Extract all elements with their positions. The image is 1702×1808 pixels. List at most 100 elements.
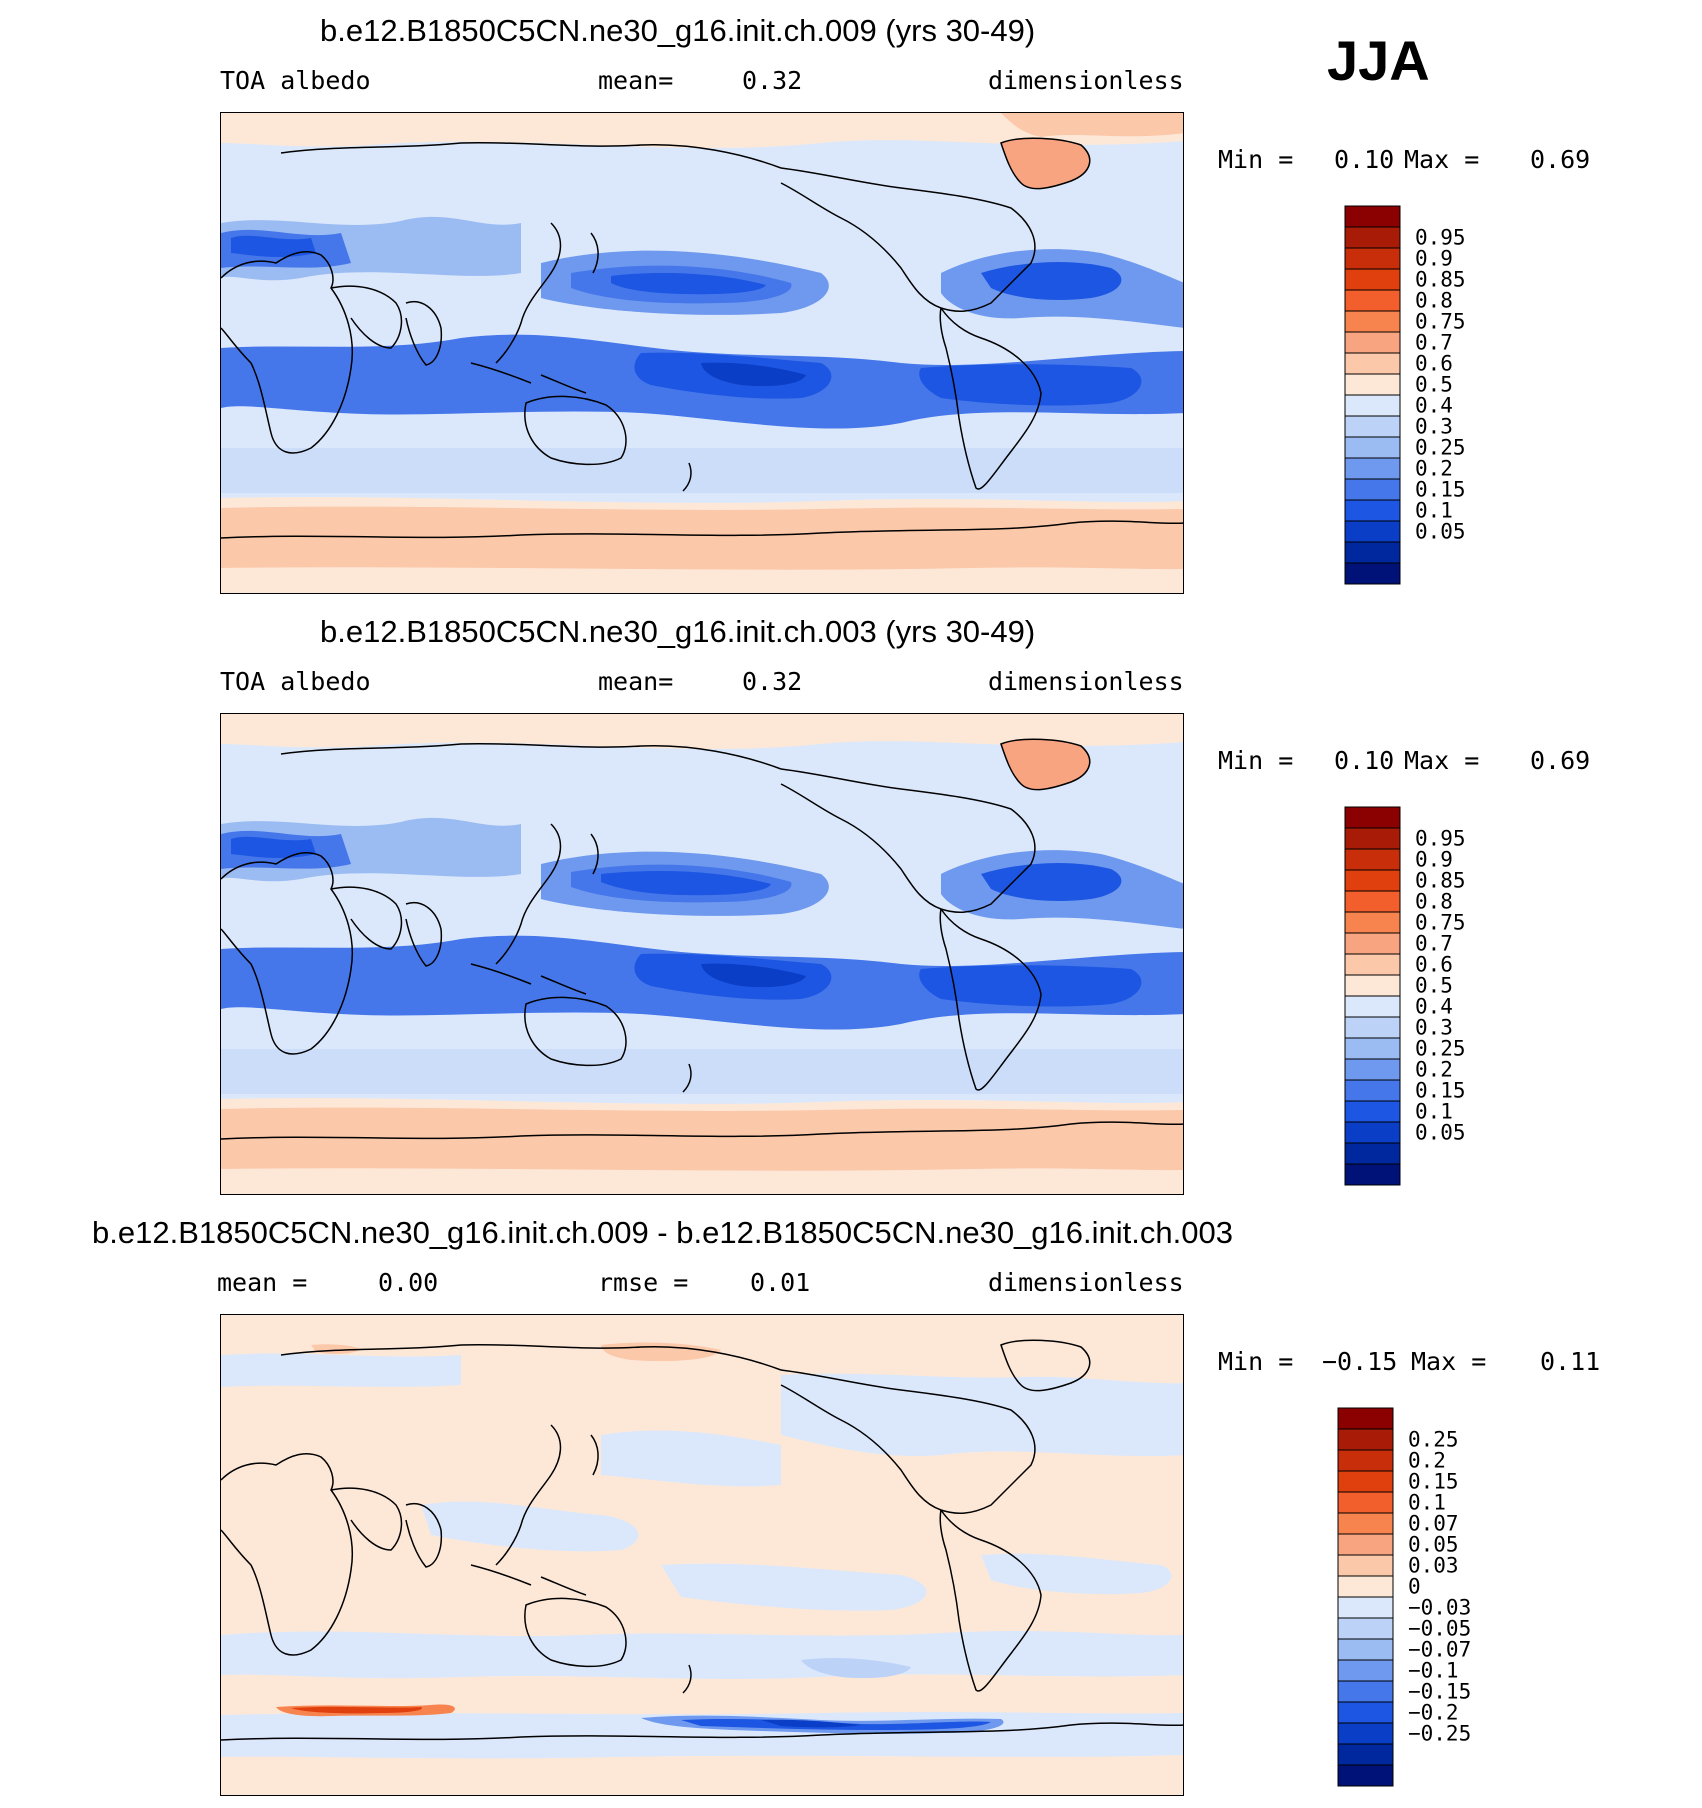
mean-value: 0.32 [742, 667, 803, 696]
colorbar-swatch [1344, 848, 1401, 871]
colorbar-swatch [1337, 1428, 1394, 1451]
colorbar-svg: 0.950.90.850.80.750.70.60.50.40.30.250.2… [1344, 806, 1466, 1186]
colorbar-level-label: 0.6 [1415, 352, 1453, 376]
colorbar-swatch [1344, 415, 1401, 438]
colorbar-level-label: 0.03 [1408, 1554, 1459, 1578]
colorbar-swatch [1344, 268, 1401, 291]
colorbar-level-label: 0 [1408, 1575, 1421, 1599]
colorbar-level-label: 0.1 [1408, 1491, 1446, 1515]
colorbar-level-label: 0.9 [1415, 247, 1453, 271]
colorbar-swatch [1344, 499, 1401, 522]
mean-label: mean= [598, 66, 674, 95]
colorbar-svg: 0.950.90.850.80.750.70.60.50.40.30.250.2… [1344, 205, 1466, 585]
min-label: Min = [1218, 746, 1294, 775]
colorbar-swatch [1337, 1491, 1394, 1514]
colorbar-level-label: 0.2 [1408, 1449, 1446, 1473]
colorbar-level-label: 0.3 [1415, 415, 1453, 439]
mean-label: mean = [217, 1268, 308, 1297]
mean-value: 0.00 [378, 1268, 439, 1297]
colorbar-top: 0.95 0.9 0.85 0.8 0.75 0.7 0.6 0.5 0.4 0.3 0.25 0.2… [1344, 205, 1545, 586]
colorbar-level-label: 0.85 [1415, 268, 1466, 292]
colorbar-swatch [1344, 974, 1401, 997]
colorbar-level-label: 0.95 [1415, 827, 1466, 851]
colorbar-level-label: 0.15 [1408, 1470, 1459, 1494]
colorbar-swatch [1337, 1743, 1394, 1766]
colorbar-level-label: 0.5 [1415, 373, 1453, 397]
colorbar-swatch [1337, 1512, 1394, 1535]
colorbar-swatch [1344, 806, 1401, 829]
colorbar-level-label: 0.15 [1415, 478, 1466, 502]
min-value: 0.10 [1334, 746, 1395, 775]
min-label: Min = [1218, 145, 1294, 174]
map-panel-middle [220, 713, 1184, 1195]
colorbar-level-label: 0.25 [1415, 1037, 1466, 1061]
panel-title: b.e12.B1850C5CN.ne30_g16.init.ch.009 (yr… [320, 13, 1036, 48]
units-label: dimensionless [988, 66, 1184, 95]
colorbar-swatch [1344, 436, 1401, 459]
difference-map [221, 1315, 1183, 1795]
colorbar-level-label: −0.15 [1408, 1680, 1471, 1704]
colorbar-swatch [1344, 1142, 1401, 1165]
colorbar-swatch [1337, 1638, 1394, 1661]
colorbar-swatch [1337, 1470, 1394, 1493]
colorbar-level-label: 0.75 [1415, 310, 1466, 334]
colorbar-swatch [1344, 1016, 1401, 1039]
rmse-value: 0.01 [750, 1268, 811, 1297]
colorbar-level-label: −0.25 [1408, 1722, 1471, 1746]
colorbar-level-label: 0.07 [1408, 1512, 1459, 1536]
colorbar-level-label: 0.05 [1415, 520, 1466, 544]
map-panel-difference [220, 1314, 1184, 1796]
panel-title: b.e12.B1850C5CN.ne30_g16.init.ch.009 - b… [92, 1215, 1233, 1250]
colorbar-swatch [1337, 1407, 1394, 1430]
colorbar-svg: 0.250.20.150.10.070.050.030−0.03−0.05−0.… [1337, 1407, 1471, 1787]
min-label: Min = [1218, 1347, 1294, 1376]
colorbar-swatch [1344, 352, 1401, 375]
colorbar-level-label: 0.7 [1415, 331, 1453, 355]
colorbar-level-label: −0.05 [1408, 1617, 1471, 1641]
colorbar-swatch [1344, 520, 1401, 543]
colorbar-swatch [1344, 373, 1401, 396]
colorbar-swatch [1344, 1121, 1401, 1144]
colorbar-swatch [1337, 1596, 1394, 1619]
max-value: 0.11 [1540, 1347, 1601, 1376]
field-label: TOA albedo [220, 667, 371, 696]
colorbar-swatch [1344, 541, 1401, 564]
colorbar-middle: 0.95 0.9 0.85 0.8 0.75 0.7 0.6 0.5 0.4 0.3 0.25 0.2… [1344, 806, 1545, 1187]
colorbar-level-label: 0.6 [1415, 953, 1453, 977]
season-label: JJA [1327, 29, 1430, 92]
colorbar-level-label: 0.4 [1415, 995, 1453, 1019]
colorbar-swatch [1344, 247, 1401, 270]
colorbar-swatch [1337, 1701, 1394, 1724]
colorbar-level-label: 0.1 [1415, 499, 1453, 523]
field-label: TOA albedo [220, 66, 371, 95]
mean-label: mean= [598, 667, 674, 696]
colorbar-level-label: 0.95 [1415, 226, 1466, 250]
panel-title: b.e12.B1850C5CN.ne30_g16.init.ch.003 (yr… [320, 614, 1036, 649]
map-panel-top [220, 112, 1184, 594]
colorbar-level-label: 0.2 [1415, 1058, 1453, 1082]
colorbar-swatch [1344, 1037, 1401, 1060]
colorbar-level-label: −0.07 [1408, 1638, 1471, 1662]
colorbar-swatch [1344, 911, 1401, 934]
colorbar-level-label: 0.85 [1415, 869, 1466, 893]
min-value: 0.10 [1334, 145, 1395, 174]
colorbar-swatch [1344, 289, 1401, 312]
colorbar-level-label: 0.15 [1415, 1079, 1466, 1103]
colorbar-level-label: −0.2 [1408, 1701, 1459, 1725]
colorbar-swatch [1337, 1722, 1394, 1745]
colorbar-level-label: 0.25 [1408, 1428, 1459, 1452]
albedo-map-top [221, 113, 1183, 593]
colorbar-level-label: 0.05 [1408, 1533, 1459, 1557]
colorbar-swatch [1344, 331, 1401, 354]
colorbar-swatch [1344, 205, 1401, 228]
colorbar-swatch [1344, 478, 1401, 501]
units-label: dimensionless [988, 1268, 1184, 1297]
colorbar-level-label: 0.7 [1415, 932, 1453, 956]
colorbar-swatch [1344, 1079, 1401, 1102]
colorbar-level-label: 0.9 [1415, 848, 1453, 872]
colorbar-swatch [1344, 1163, 1401, 1186]
albedo-map-middle [221, 714, 1183, 1194]
max-value: 0.69 [1530, 145, 1591, 174]
colorbar-swatch [1337, 1659, 1394, 1682]
colorbar-swatch [1344, 827, 1401, 850]
